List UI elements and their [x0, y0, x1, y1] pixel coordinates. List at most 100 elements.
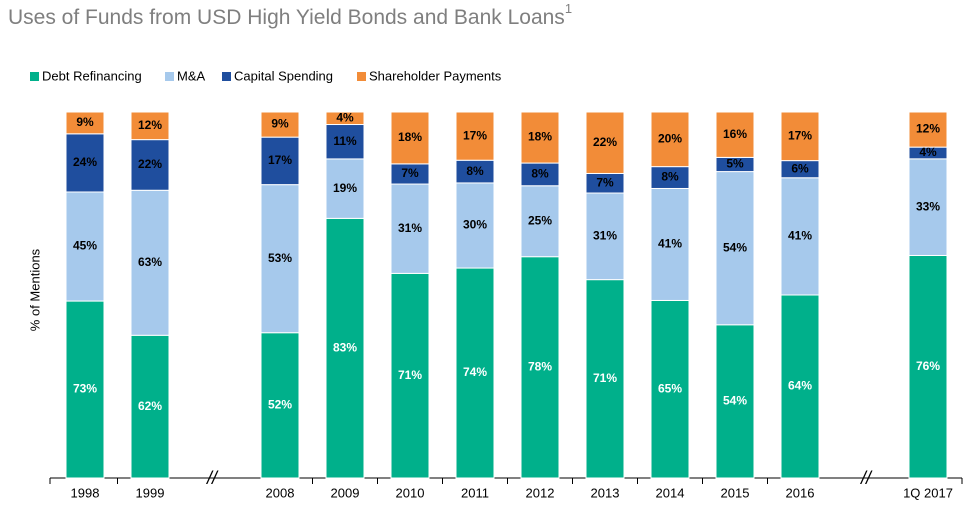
value-label: 18%: [398, 130, 422, 144]
bar-segment: [520, 111, 560, 164]
value-label: 12%: [138, 118, 162, 132]
x-tick-label: 1998: [71, 485, 100, 500]
value-label: 24%: [73, 155, 97, 169]
bar-segment: [780, 294, 820, 479]
x-tick-label: 2013: [591, 485, 620, 500]
value-label: 17%: [268, 153, 292, 167]
value-label: 83%: [333, 340, 357, 354]
value-label: 9%: [271, 117, 289, 131]
bar-segment: [908, 111, 948, 148]
legend-label: Capital Spending: [234, 68, 333, 83]
bar-segment: [455, 182, 495, 269]
value-label: 8%: [466, 164, 484, 178]
value-label: 22%: [138, 157, 162, 171]
bar-segment: [715, 171, 755, 326]
bar-segment: [325, 124, 365, 160]
bar-segment: [585, 111, 625, 174]
value-label: 17%: [788, 128, 812, 142]
value-label: 11%: [333, 134, 357, 148]
legend-label: M&A: [177, 68, 206, 83]
x-tick-label: 2008: [266, 485, 295, 500]
bar-segment: [390, 111, 430, 165]
bar-segment: [325, 158, 365, 219]
bar-segment: [650, 187, 690, 301]
x-tick-label: 2012: [526, 485, 555, 500]
legend-swatch: [165, 72, 174, 81]
value-label: 63%: [138, 255, 162, 269]
value-label: 62%: [138, 399, 162, 413]
legend-label: Shareholder Payments: [369, 68, 502, 83]
value-label: 8%: [661, 170, 679, 184]
legend-swatch: [222, 72, 231, 81]
value-label: 9%: [76, 115, 94, 129]
value-label: 7%: [596, 175, 614, 189]
value-label: 5%: [726, 157, 744, 171]
value-label: 64%: [788, 379, 812, 393]
bar-segment: [585, 279, 625, 479]
bar-segment: [65, 191, 105, 302]
value-label: 78%: [528, 360, 552, 374]
value-label: 7%: [401, 166, 419, 180]
value-label: 4%: [919, 145, 937, 159]
bar-segment: [65, 300, 105, 479]
value-label: 45%: [73, 239, 97, 253]
value-label: 30%: [463, 218, 487, 232]
x-tick-label: 2015: [721, 485, 750, 500]
bar-segment: [260, 111, 300, 138]
value-label: 31%: [398, 221, 422, 235]
value-label: 53%: [268, 251, 292, 265]
bar-segment: [780, 177, 820, 296]
title-note: 1: [565, 1, 572, 16]
x-tick-label: 2011: [461, 485, 489, 500]
bar-segment: [325, 217, 365, 479]
bar-segment: [780, 111, 820, 162]
bar-segment: [520, 256, 560, 479]
axis-break: //: [205, 468, 219, 488]
bar-segment: [455, 267, 495, 479]
value-label: 17%: [463, 128, 487, 142]
bar-segment: [390, 183, 430, 274]
bar-segment: [130, 111, 170, 141]
value-label: 12%: [916, 122, 940, 136]
value-label: 16%: [723, 127, 747, 141]
legend-swatch: [357, 72, 366, 81]
bar-segment: [65, 111, 105, 135]
value-label: 73%: [73, 382, 97, 396]
x-tick-label: 2016: [786, 485, 815, 500]
x-tick-label: 2010: [396, 485, 425, 500]
value-label: 54%: [723, 394, 747, 408]
x-tick-label: 1999: [136, 485, 165, 500]
value-label: 20%: [658, 131, 682, 145]
title-text: Uses of Funds from USD High Yield Bonds …: [8, 6, 565, 29]
bar-segment: [260, 332, 300, 479]
bar-segment: [325, 111, 365, 126]
value-label: 52%: [268, 398, 292, 412]
axis-break: //: [859, 468, 873, 488]
value-label: 18%: [528, 130, 552, 144]
value-label: 41%: [788, 229, 812, 243]
x-tick-label: 2009: [331, 485, 360, 500]
value-label: 31%: [593, 229, 617, 243]
x-tick-label: 2014: [656, 485, 685, 500]
legend-label: Debt Refinancing: [42, 68, 142, 83]
value-label: 54%: [723, 240, 747, 254]
value-label: 74%: [463, 365, 487, 379]
value-label: 25%: [528, 213, 552, 227]
y-axis-label: % of Mentions: [27, 248, 42, 331]
bar-segment: [455, 111, 495, 161]
value-label: 8%: [531, 167, 549, 181]
bar-segment: [260, 136, 300, 186]
x-tick-label: 1Q 2017: [903, 485, 953, 500]
bar-segment: [650, 111, 690, 168]
bar-segment: [520, 185, 560, 258]
value-label: 41%: [658, 237, 682, 251]
value-label: 19%: [333, 181, 357, 195]
chart-title: Uses of Funds from USD High Yield Bonds …: [8, 1, 572, 28]
bar-segment: [260, 184, 300, 334]
bar-segment: [715, 111, 755, 158]
value-label: 71%: [593, 371, 617, 385]
bar-segment: [908, 254, 948, 479]
value-label: 6%: [791, 161, 809, 175]
value-label: 33%: [916, 199, 940, 213]
